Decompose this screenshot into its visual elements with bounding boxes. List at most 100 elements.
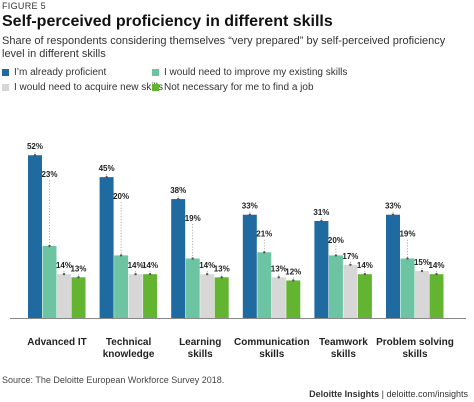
value-label-4-0: 31%: [313, 208, 329, 217]
bar-4-2: [343, 264, 358, 318]
value-label-4-2: 17%: [342, 252, 358, 261]
value-label-2-1: 19%: [185, 214, 201, 223]
bar-2-2: [200, 274, 215, 318]
credit-url: deloitte.com/insights: [386, 389, 468, 399]
bar-0-1: [42, 246, 57, 318]
bar-0-0: [28, 155, 42, 318]
bar-5-1: [400, 258, 415, 318]
value-label-0-1: 23%: [41, 170, 57, 179]
value-label-1-3: 14%: [142, 261, 158, 270]
bar-4-3: [357, 274, 372, 318]
category-label-1-1: knowledge: [103, 349, 155, 360]
value-label-2-3: 13%: [214, 264, 230, 273]
figure-label: FIGURE 5: [2, 1, 46, 11]
leader-dot-5-1: [406, 257, 409, 260]
leader-dot-3-0: [248, 213, 251, 216]
bar-1-0: [99, 177, 114, 318]
value-label-5-0: 33%: [385, 202, 401, 211]
legend-swatch-not-necessary: [152, 84, 159, 91]
legend-label-not-necessary: Not necessary for me to find a job: [164, 82, 314, 93]
leader-dot-5-3: [435, 272, 438, 276]
bar-0-3: [71, 277, 86, 318]
leader-dot-0-2: [62, 272, 66, 276]
category-label-4-0: Teamwork: [319, 337, 368, 348]
bar-5-2: [415, 271, 429, 318]
bar-1-3: [143, 274, 158, 318]
legend-swatch-improve: [152, 69, 159, 76]
bar-4-0: [314, 220, 329, 318]
leader-dot-5-0: [391, 213, 395, 216]
legend-item-not-necessary: Not necessary for me to find a job: [152, 82, 314, 93]
legend-item-improve: I would need to improve my existing skil…: [152, 67, 347, 78]
category-label-1-0: Technical: [106, 337, 152, 348]
leader-dot-0-1: [48, 244, 51, 248]
bar-2-1: [185, 258, 200, 318]
bar-2-3: [214, 277, 229, 318]
leader-dot-1-2: [134, 272, 137, 276]
leader-dot-2-0: [177, 197, 180, 201]
category-label-3-1: skills: [259, 349, 284, 360]
leader-dot-1-3: [148, 272, 152, 276]
value-label-1-1: 20%: [113, 192, 129, 201]
leader-dot-1-0: [105, 175, 108, 179]
category-label-4-1: skills: [331, 349, 356, 360]
leader-dot-4-0: [320, 219, 323, 223]
legend-label-acquire: I would need to acquire new skills: [14, 82, 163, 93]
value-label-0-3: 13%: [70, 264, 86, 273]
bar-1-1: [114, 255, 129, 318]
leader-dot-4-3: [363, 272, 367, 276]
bar-3-3: [286, 280, 301, 318]
bar-1-2: [128, 274, 143, 318]
value-label-2-2: 14%: [199, 261, 215, 270]
value-label-0-0: 52%: [27, 142, 43, 151]
value-label-3-3: 12%: [285, 267, 301, 276]
value-label-5-1: 19%: [399, 230, 415, 239]
leader-dot-2-2: [206, 272, 209, 276]
bar-3-0: [242, 214, 257, 318]
legend-label-proficient: I’m already proficient: [14, 67, 107, 78]
category-label-2-1: skills: [188, 349, 213, 360]
value-label-3-0: 33%: [242, 202, 258, 211]
leader-dot-2-1: [191, 257, 194, 260]
value-label-1-0: 45%: [99, 164, 115, 173]
leader-dot-0-3: [77, 276, 80, 279]
credit-brand: Deloitte Insights: [309, 389, 380, 399]
value-label-5-2: 15%: [414, 258, 430, 267]
legend-item-proficient: I’m already proficient: [2, 67, 106, 78]
category-label-5-1: skills: [402, 349, 427, 360]
legend-item-acquire: I would need to acquire new skills: [2, 82, 163, 93]
value-label-2-0: 38%: [170, 186, 186, 195]
category-label-2-0: Learning: [179, 337, 221, 348]
source-note: Source: The Deloitte European Workforce …: [2, 375, 225, 385]
legend-swatch-proficient: [2, 69, 9, 76]
value-label-5-3: 14%: [428, 261, 444, 270]
value-label-0-2: 14%: [56, 261, 72, 270]
value-label-1-2: 14%: [128, 261, 144, 270]
chart-subtitle: Share of respondents considering themsel…: [2, 35, 446, 60]
leader-dot-2-3: [220, 276, 223, 279]
bar-4-1: [328, 255, 343, 318]
bar-0-2: [57, 274, 71, 318]
category-label-0-0: Advanced IT: [27, 337, 86, 348]
bar-chart: 52%23%14%13%Advanced IT45%20%14%14%Techn…: [10, 142, 466, 360]
leader-dot-4-1: [334, 254, 338, 257]
value-label-4-1: 20%: [328, 236, 344, 245]
leader-dot-3-1: [263, 251, 266, 254]
leader-dot-1-1: [119, 254, 123, 257]
category-label-5-0: Problem solving: [376, 337, 454, 348]
leader-dot-4-2: [349, 263, 352, 266]
category-label-3-0: Communication: [234, 337, 310, 348]
bar-3-2: [271, 277, 286, 318]
value-label-4-3: 14%: [357, 261, 373, 270]
legend-swatch-acquire: [2, 84, 9, 91]
legend-label-improve: I would need to improve my existing skil…: [164, 67, 348, 78]
leader-dot-0-0: [33, 154, 37, 157]
chart-title: Self-perceived proficiency in different …: [2, 13, 333, 30]
bar-2-0: [171, 199, 186, 318]
credit-separator: |: [379, 389, 387, 399]
leader-dot-3-2: [277, 276, 280, 279]
value-label-3-2: 13%: [271, 264, 287, 273]
leader-dot-5-2: [420, 269, 424, 273]
value-label-3-1: 21%: [256, 230, 272, 239]
bar-5-0: [386, 214, 400, 318]
